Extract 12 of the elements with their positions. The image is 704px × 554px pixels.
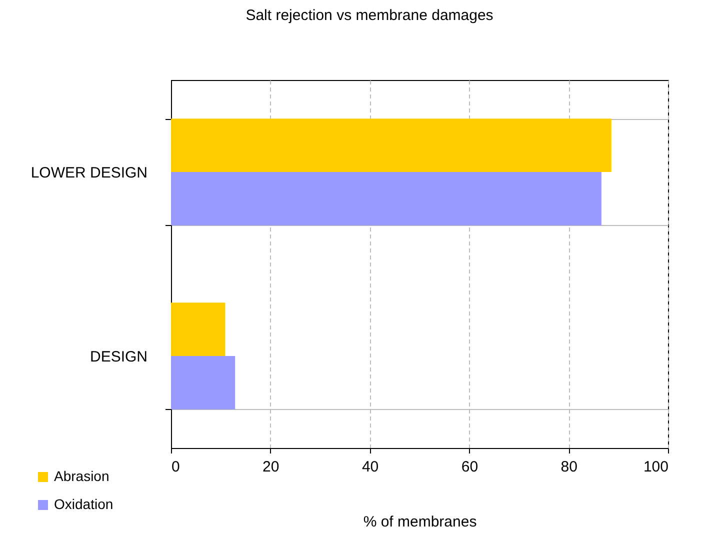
x-tick-label: 0 (172, 458, 180, 476)
y-tick-label: LOWER DESIGN (30, 164, 148, 182)
x-tick-label: 20 (262, 458, 280, 476)
x-tick-label: 100 (643, 458, 668, 476)
legend-label: Abrasion (54, 468, 110, 484)
legend-label: Oxidation (54, 496, 114, 512)
x-tick-label: 40 (362, 458, 379, 476)
x-tick-label: 80 (560, 458, 578, 476)
chart-title: Salt rejection vs membrane damages (246, 7, 494, 24)
x-tick-label: 60 (461, 458, 478, 476)
y-tick-label: DESIGN (90, 348, 148, 366)
x-axis-title: % of membranes (363, 514, 477, 530)
